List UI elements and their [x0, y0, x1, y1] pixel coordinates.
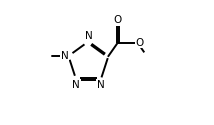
Text: N: N	[85, 32, 92, 42]
Text: N: N	[72, 80, 80, 90]
Text: O: O	[136, 38, 144, 48]
Text: N: N	[97, 80, 105, 90]
Text: N: N	[61, 51, 68, 61]
Text: O: O	[114, 15, 122, 25]
